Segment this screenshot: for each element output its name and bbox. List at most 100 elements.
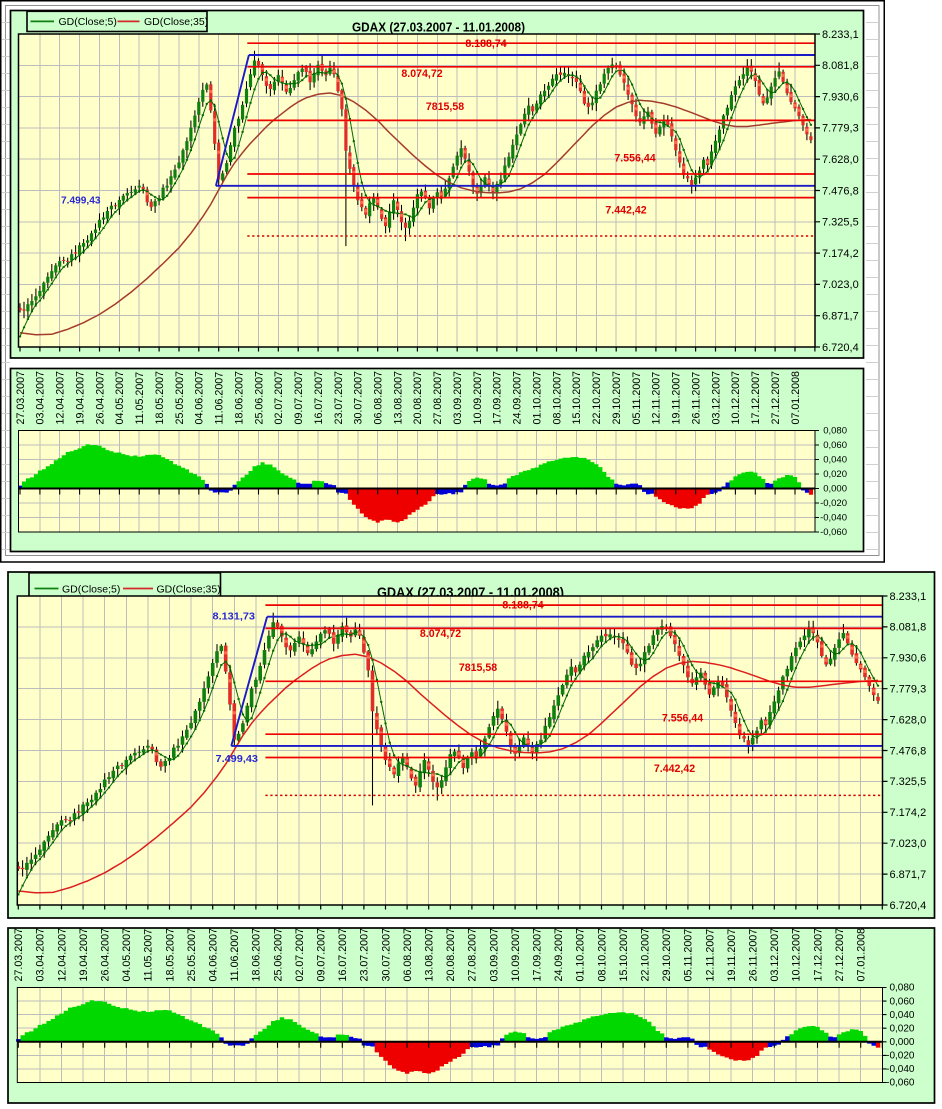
svg-text:0,080: 0,080	[889, 983, 914, 994]
svg-text:29.10.2007: 29.10.2007	[611, 371, 623, 425]
svg-text:05.11.2007: 05.11.2007	[631, 372, 643, 425]
svg-text:30.07.2007: 30.07.2007	[380, 928, 392, 982]
svg-text:8.188,74: 8.188,74	[465, 38, 506, 50]
svg-text:18.05.2007: 18.05.2007	[154, 371, 166, 425]
svg-text:-0,040: -0,040	[820, 513, 847, 524]
svg-text:04.05.2007: 04.05.2007	[114, 371, 126, 425]
svg-text:0,000: 0,000	[823, 484, 847, 495]
svg-text:03.12.2007: 03.12.2007	[769, 928, 781, 982]
svg-text:17.12.2007: 17.12.2007	[812, 928, 824, 982]
svg-text:12.11.2007: 12.11.2007	[651, 372, 663, 425]
svg-text:8.074,72: 8.074,72	[401, 68, 442, 80]
svg-text:13.08.2007: 13.08.2007	[424, 928, 436, 982]
svg-text:06.08.2007: 06.08.2007	[402, 928, 414, 982]
svg-text:7.174,2: 7.174,2	[822, 248, 859, 260]
svg-text:25.05.2007: 25.05.2007	[174, 371, 186, 425]
svg-text:01.10.2007: 01.10.2007	[575, 928, 587, 982]
svg-text:0,080: 0,080	[823, 426, 847, 437]
svg-text:10.09.2007: 10.09.2007	[510, 928, 522, 982]
svg-text:7.174,2: 7.174,2	[890, 807, 927, 819]
svg-text:8.081,8: 8.081,8	[822, 60, 859, 72]
svg-text:11.06.2007: 11.06.2007	[229, 929, 241, 982]
svg-text:-0,020: -0,020	[886, 1051, 915, 1062]
svg-text:05.11.2007: 05.11.2007	[683, 929, 695, 982]
svg-text:7.476,8: 7.476,8	[822, 185, 859, 197]
svg-text:7.023,0: 7.023,0	[822, 279, 859, 291]
svg-text:7.930,6: 7.930,6	[890, 653, 927, 665]
svg-text:7.325,5: 7.325,5	[890, 776, 927, 788]
svg-text:12.04.2007: 12.04.2007	[55, 371, 67, 425]
svg-text:13.08.2007: 13.08.2007	[392, 371, 404, 425]
svg-text:12.04.2007: 12.04.2007	[56, 928, 68, 982]
svg-text:30.07.2007: 30.07.2007	[353, 371, 365, 425]
svg-text:0,040: 0,040	[889, 1010, 914, 1021]
svg-text:03.04.2007: 03.04.2007	[35, 928, 47, 982]
svg-text:8.233,1: 8.233,1	[822, 29, 859, 41]
svg-text:7.442,42: 7.442,42	[605, 205, 646, 217]
svg-text:7815,58: 7815,58	[459, 662, 497, 674]
svg-text:-0,060: -0,060	[886, 1078, 915, 1089]
svg-text:26.04.2007: 26.04.2007	[94, 371, 106, 425]
svg-text:01.10.2007: 01.10.2007	[532, 371, 544, 425]
svg-text:12.11.2007: 12.11.2007	[704, 929, 716, 982]
svg-text:7.779,3: 7.779,3	[890, 684, 927, 696]
svg-text:-0,020: -0,020	[820, 498, 847, 509]
svg-text:24.09.2007: 24.09.2007	[512, 371, 524, 425]
svg-text:7815,58: 7815,58	[426, 101, 464, 113]
svg-text:0,000: 0,000	[889, 1037, 914, 1048]
svg-text:7.023,0: 7.023,0	[890, 838, 927, 850]
svg-text:10.12.2007: 10.12.2007	[791, 928, 803, 982]
svg-text:07.01.2008: 07.01.2008	[856, 928, 868, 982]
svg-text:GD(Close;35): GD(Close;35)	[144, 16, 208, 28]
svg-text:18.06.2007: 18.06.2007	[251, 928, 263, 982]
svg-text:7.779,3: 7.779,3	[822, 123, 859, 135]
svg-text:15.10.2007: 15.10.2007	[571, 371, 583, 425]
svg-text:06.08.2007: 06.08.2007	[373, 371, 385, 425]
svg-text:27.08.2007: 27.08.2007	[432, 371, 444, 425]
svg-text:6.720,4: 6.720,4	[890, 900, 927, 912]
svg-text:0,060: 0,060	[889, 996, 914, 1007]
svg-text:7.499,43: 7.499,43	[216, 754, 259, 765]
svg-text:8.081,8: 8.081,8	[890, 622, 927, 634]
svg-text:25.05.2007: 25.05.2007	[186, 928, 198, 982]
svg-text:22.10.2007: 22.10.2007	[640, 928, 652, 982]
svg-text:04.06.2007: 04.06.2007	[194, 371, 206, 425]
svg-text:03.09.2007: 03.09.2007	[488, 928, 500, 982]
svg-text:GDAX (27.03.2007 - 11.01.2008): GDAX (27.03.2007 - 11.01.2008)	[352, 20, 525, 35]
svg-text:25.06.2007: 25.06.2007	[253, 371, 265, 425]
svg-text:09.07.2007: 09.07.2007	[316, 928, 328, 982]
svg-text:03.12.2007: 03.12.2007	[710, 371, 722, 425]
svg-text:17.09.2007: 17.09.2007	[492, 371, 504, 425]
svg-text:7.499,43: 7.499,43	[61, 196, 101, 207]
svg-text:15.10.2007: 15.10.2007	[618, 928, 630, 982]
svg-text:09.07.2007: 09.07.2007	[293, 371, 305, 425]
svg-text:6.720,4: 6.720,4	[822, 342, 859, 354]
svg-text:19.11.2007: 19.11.2007	[726, 929, 738, 982]
svg-text:03.09.2007: 03.09.2007	[452, 371, 464, 425]
svg-text:17.12.2007: 17.12.2007	[750, 371, 762, 425]
svg-text:20.08.2007: 20.08.2007	[412, 371, 424, 425]
svg-text:18.06.2007: 18.06.2007	[233, 371, 245, 425]
svg-text:26.11.2007: 26.11.2007	[690, 372, 702, 425]
svg-text:26.11.2007: 26.11.2007	[748, 929, 760, 982]
svg-text:0,040: 0,040	[823, 455, 847, 466]
svg-text:23.07.2007: 23.07.2007	[359, 928, 371, 982]
svg-text:8.074,72: 8.074,72	[420, 628, 461, 640]
svg-text:27.12.2007: 27.12.2007	[770, 371, 782, 425]
svg-text:23.07.2007: 23.07.2007	[333, 371, 345, 425]
svg-text:19.04.2007: 19.04.2007	[78, 928, 90, 982]
svg-text:7.556,44: 7.556,44	[614, 153, 655, 165]
svg-text:11.05.2007: 11.05.2007	[134, 372, 146, 425]
svg-text:25.06.2007: 25.06.2007	[272, 928, 284, 982]
svg-text:27.12.2007: 27.12.2007	[834, 928, 846, 982]
svg-text:10.09.2007: 10.09.2007	[472, 371, 484, 425]
svg-text:08.10.2007: 08.10.2007	[551, 371, 563, 425]
svg-text:10.12.2007: 10.12.2007	[730, 371, 742, 425]
svg-text:03.04.2007: 03.04.2007	[35, 371, 47, 425]
svg-text:20.08.2007: 20.08.2007	[445, 928, 457, 982]
svg-text:7.556,44: 7.556,44	[662, 713, 703, 725]
svg-text:11.05.2007: 11.05.2007	[143, 929, 155, 982]
svg-text:27.03.2007: 27.03.2007	[13, 928, 25, 982]
svg-text:8.131,73: 8.131,73	[213, 612, 256, 623]
svg-text:-0,040: -0,040	[886, 1064, 915, 1075]
